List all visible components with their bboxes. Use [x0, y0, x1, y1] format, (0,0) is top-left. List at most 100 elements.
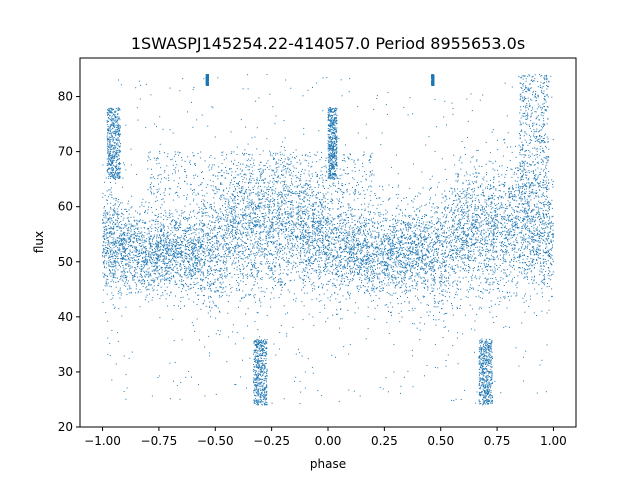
scatter-point — [511, 234, 513, 236]
scatter-point — [478, 215, 480, 216]
scatter-point — [226, 208, 228, 210]
scatter-point — [314, 221, 316, 223]
scatter-point — [109, 217, 111, 218]
scatter-point — [304, 209, 306, 211]
scatter-point — [492, 218, 494, 220]
scatter-point — [349, 293, 351, 295]
scatter-point — [172, 219, 174, 220]
scatter-point — [356, 253, 358, 254]
scatter-point — [346, 238, 347, 240]
scatter-point — [304, 235, 306, 237]
scatter-point — [300, 235, 302, 236]
scatter-point — [513, 225, 515, 227]
scatter-point — [409, 235, 411, 237]
scatter-point — [218, 254, 220, 256]
scatter-point — [230, 243, 232, 245]
scatter-point — [517, 275, 519, 277]
scatter-point — [231, 226, 233, 228]
scatter-point — [237, 239, 238, 241]
scatter-point — [230, 257, 231, 259]
scatter-point — [461, 206, 463, 208]
scatter-point — [408, 224, 410, 226]
scatter-point — [229, 247, 231, 248]
scatter-point — [296, 206, 298, 208]
scatter-point — [446, 312, 448, 314]
scatter-point — [129, 286, 131, 288]
scatter-point — [529, 196, 531, 198]
scatter-point — [521, 227, 523, 229]
scatter-point — [416, 262, 418, 264]
scatter-point — [505, 261, 507, 263]
scatter-point — [131, 252, 133, 254]
scatter-point — [159, 268, 161, 270]
scatter-point — [194, 231, 196, 233]
scatter-point — [261, 231, 263, 233]
scatter-point — [380, 244, 382, 246]
scatter-point — [254, 294, 256, 296]
scatter-point — [324, 236, 326, 238]
scatter-point — [106, 251, 108, 253]
scatter-point — [412, 285, 414, 287]
scatter-point — [247, 239, 249, 240]
scatter-point — [142, 276, 143, 278]
scatter-point — [262, 179, 264, 181]
scatter-point — [144, 264, 146, 266]
scatter-point — [134, 282, 136, 284]
scatter-point — [511, 280, 513, 282]
scatter-point — [169, 244, 171, 246]
scatter-point — [458, 198, 460, 200]
scatter-point — [384, 304, 386, 306]
scatter-point — [145, 274, 147, 276]
scatter-point — [118, 244, 120, 246]
scatter-point — [365, 259, 367, 260]
scatter-point — [347, 203, 349, 205]
scatter-point — [465, 171, 467, 173]
scatter-point — [271, 223, 273, 225]
scatter-point — [468, 271, 470, 273]
scatter-point — [422, 282, 424, 284]
scatter-point — [155, 244, 157, 246]
scatter-point — [291, 181, 292, 183]
scatter-point — [145, 222, 147, 224]
scatter-point — [456, 306, 458, 308]
scatter-point — [254, 253, 256, 255]
scatter-point — [470, 224, 472, 226]
scatter-point — [334, 218, 336, 220]
scatter-point — [514, 234, 516, 236]
scatter-point — [216, 264, 218, 265]
scatter-point — [249, 192, 251, 194]
scatter-point — [307, 218, 309, 220]
scatter-point — [237, 229, 239, 231]
scatter-point — [175, 262, 177, 264]
scatter-point — [354, 229, 356, 231]
scatter-point — [474, 206, 476, 208]
scatter-point — [460, 239, 462, 240]
scatter-point — [114, 252, 116, 254]
scatter-point — [297, 222, 299, 224]
scatter-point — [250, 251, 251, 253]
scatter-point — [317, 228, 319, 230]
scatter-point — [190, 233, 192, 235]
scatter-point — [113, 252, 115, 254]
scatter-point — [379, 240, 381, 242]
scatter-point — [377, 257, 379, 259]
scatter-point — [295, 213, 297, 215]
scatter-point — [113, 273, 115, 275]
scatter-point — [111, 194, 113, 196]
scatter-point — [160, 281, 162, 283]
scatter-point — [391, 294, 393, 296]
scatter-point — [537, 240, 539, 241]
scatter-point — [145, 296, 147, 298]
scatter-point — [358, 271, 360, 273]
scatter-point — [254, 281, 256, 283]
scatter-point — [216, 234, 218, 235]
scatter-point — [515, 206, 517, 207]
scatter-point — [463, 217, 465, 219]
scatter-point — [382, 252, 384, 254]
scatter-point — [155, 208, 157, 210]
scatter-point — [228, 251, 230, 253]
scatter-point — [519, 267, 520, 268]
scatter-point — [352, 227, 354, 229]
scatter-point — [514, 231, 516, 233]
